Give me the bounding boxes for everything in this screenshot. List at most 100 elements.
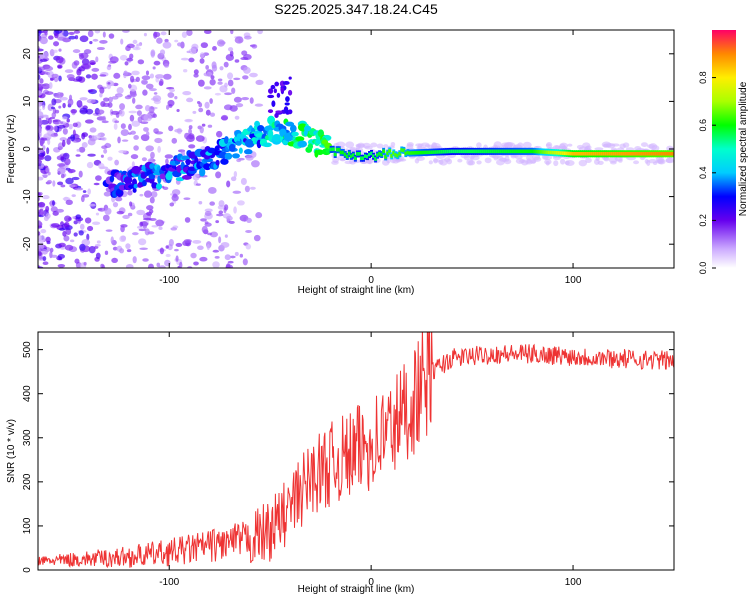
spectrogram-band-core xyxy=(543,150,547,154)
spectrogram-halo-blob xyxy=(470,154,476,158)
spectrogram-band-core xyxy=(416,150,420,155)
spectrogram-noise-blob xyxy=(245,243,252,250)
spectrogram-noise-blob xyxy=(223,61,229,68)
spectrogram-noise-blob xyxy=(120,225,125,233)
spectrogram-ridge-blob xyxy=(297,140,308,148)
spectrogram-y-tick-label: 10 xyxy=(22,95,33,107)
spectrogram-band-core xyxy=(487,149,491,154)
spectrogram-band-core xyxy=(624,151,628,156)
spectrogram-noise-blob xyxy=(218,200,225,207)
spectrogram-halo-blob xyxy=(564,160,570,166)
spectrogram-ridge-blob xyxy=(148,173,156,180)
spectrogram-noise-blob xyxy=(108,33,115,39)
spectrogram-noise-blob xyxy=(138,238,147,246)
spectrogram-noise-blob xyxy=(45,125,51,130)
spectrogram-noise-blob xyxy=(240,56,249,61)
spectrogram-noise-blob xyxy=(68,94,73,101)
spectrogram-noise-blob xyxy=(132,256,137,264)
spectrogram-halo-blob xyxy=(544,159,552,165)
spectrogram-band-core xyxy=(658,151,662,156)
spectrogram-noise-blob xyxy=(163,73,172,80)
spectrogram-band-core xyxy=(442,149,446,154)
spectrogram-noise-blob xyxy=(65,177,74,185)
spectrogram-noise-blob xyxy=(150,151,155,159)
spectrogram-noise-blob xyxy=(102,102,110,108)
spectrogram-noise-blob xyxy=(162,41,172,49)
spectrogram-halo-blob xyxy=(594,147,604,151)
spectrogram-band-core xyxy=(422,150,426,155)
spectrogram-halo-blob xyxy=(644,159,649,164)
spectrogram-noise-blob xyxy=(102,214,110,222)
spectrogram-band-core xyxy=(440,149,444,154)
spectrogram-ridge-blob xyxy=(268,88,274,94)
spectrogram-noise-blob xyxy=(94,30,101,34)
spectrogram-noise-blob xyxy=(149,88,157,92)
spectrogram-noise-blob xyxy=(97,133,101,137)
spectrogram-noise-blob xyxy=(249,186,256,190)
spectrogram-noise-blob xyxy=(83,49,92,55)
spectrogram-noise-blob xyxy=(229,255,236,259)
spectrogram-noise-blob xyxy=(86,233,90,241)
spectrogram-noise-blob xyxy=(53,93,61,98)
spectrogram-band-core xyxy=(456,149,460,154)
spectrogram-noise-blob xyxy=(119,54,128,61)
spectrogram-ridge-blob xyxy=(291,131,299,137)
spectrogram-band-core xyxy=(398,151,402,156)
spectrogram-band-core xyxy=(454,149,458,154)
snr-y-tick-label: 500 xyxy=(22,341,33,358)
spectrogram-noise-blob xyxy=(168,125,174,132)
spectrogram-ridge-blob xyxy=(270,84,276,90)
spectrogram-noise-blob xyxy=(230,30,234,35)
spectrogram-noise-blob xyxy=(137,116,143,124)
spectrogram-noise-blob xyxy=(119,103,125,111)
spectrogram-noise-blob xyxy=(133,134,139,140)
spectrogram-band-core xyxy=(353,156,357,160)
spectrogram-ridge-blob xyxy=(295,136,305,142)
spectrogram-noise-blob xyxy=(63,221,70,228)
spectrogram-noise-blob xyxy=(95,175,102,181)
spectrogram-band-core xyxy=(612,151,616,156)
snr-y-tick-label: 400 xyxy=(22,385,33,402)
spectrogram-noise-blob xyxy=(51,98,57,106)
spectrogram-band-core xyxy=(460,149,464,154)
spectrogram-band-core xyxy=(664,151,668,156)
spectrogram-noise-blob xyxy=(234,59,240,63)
spectrogram-noise-blob xyxy=(234,36,244,44)
spectrogram-noise-blob xyxy=(68,123,73,130)
spectrogram-noise-blob xyxy=(142,89,148,96)
spectrogram-noise-blob xyxy=(49,49,55,57)
spectrogram-noise-blob xyxy=(193,73,199,78)
spectrogram-band-core xyxy=(513,149,517,154)
spectrogram-noise-blob xyxy=(150,191,158,198)
spectrogram-halo-blob xyxy=(640,142,648,148)
spectrogram-band-core xyxy=(519,149,523,154)
spectrogram-noise-blob xyxy=(87,138,96,146)
spectrogram-band-core xyxy=(406,150,410,155)
spectrogram-band-core xyxy=(452,149,456,154)
spectrogram-noise-blob xyxy=(83,261,87,266)
spectrogram-noise-blob xyxy=(180,57,189,61)
spectrogram-halo-blob xyxy=(339,158,346,162)
spectrogram-band-core xyxy=(493,149,497,154)
spectrogram-noise-blob xyxy=(58,242,66,248)
snr-x-axis: -100 0 100 xyxy=(159,332,582,588)
spectrogram-noise-blob xyxy=(226,215,233,221)
spectrogram-halo-blob xyxy=(578,159,588,167)
spectrogram-noise-blob xyxy=(112,246,118,251)
spectrogram-noise-blob xyxy=(97,109,105,115)
spectrogram-noise-blob xyxy=(71,194,76,198)
spectrogram-noise-blob xyxy=(66,118,70,123)
spectrogram-halo-blob xyxy=(522,141,532,149)
spectrogram-noise-blob xyxy=(40,119,50,125)
spectrogram-noise-blob xyxy=(156,262,161,268)
spectrogram-noise-blob xyxy=(111,257,118,263)
spectrogram-noise-blob xyxy=(132,97,136,104)
spectrogram-band-core xyxy=(428,150,432,155)
spectrogram-halo-blob xyxy=(567,143,573,147)
spectrogram-noise-blob xyxy=(105,229,113,232)
spectrogram-noise-blob xyxy=(170,193,174,196)
spectrogram-noise-blob xyxy=(48,82,53,89)
spectrogram-noise-blob xyxy=(132,232,139,236)
spectrogram-noise-blob xyxy=(113,72,121,79)
spectrogram-noise-blob xyxy=(246,217,252,224)
